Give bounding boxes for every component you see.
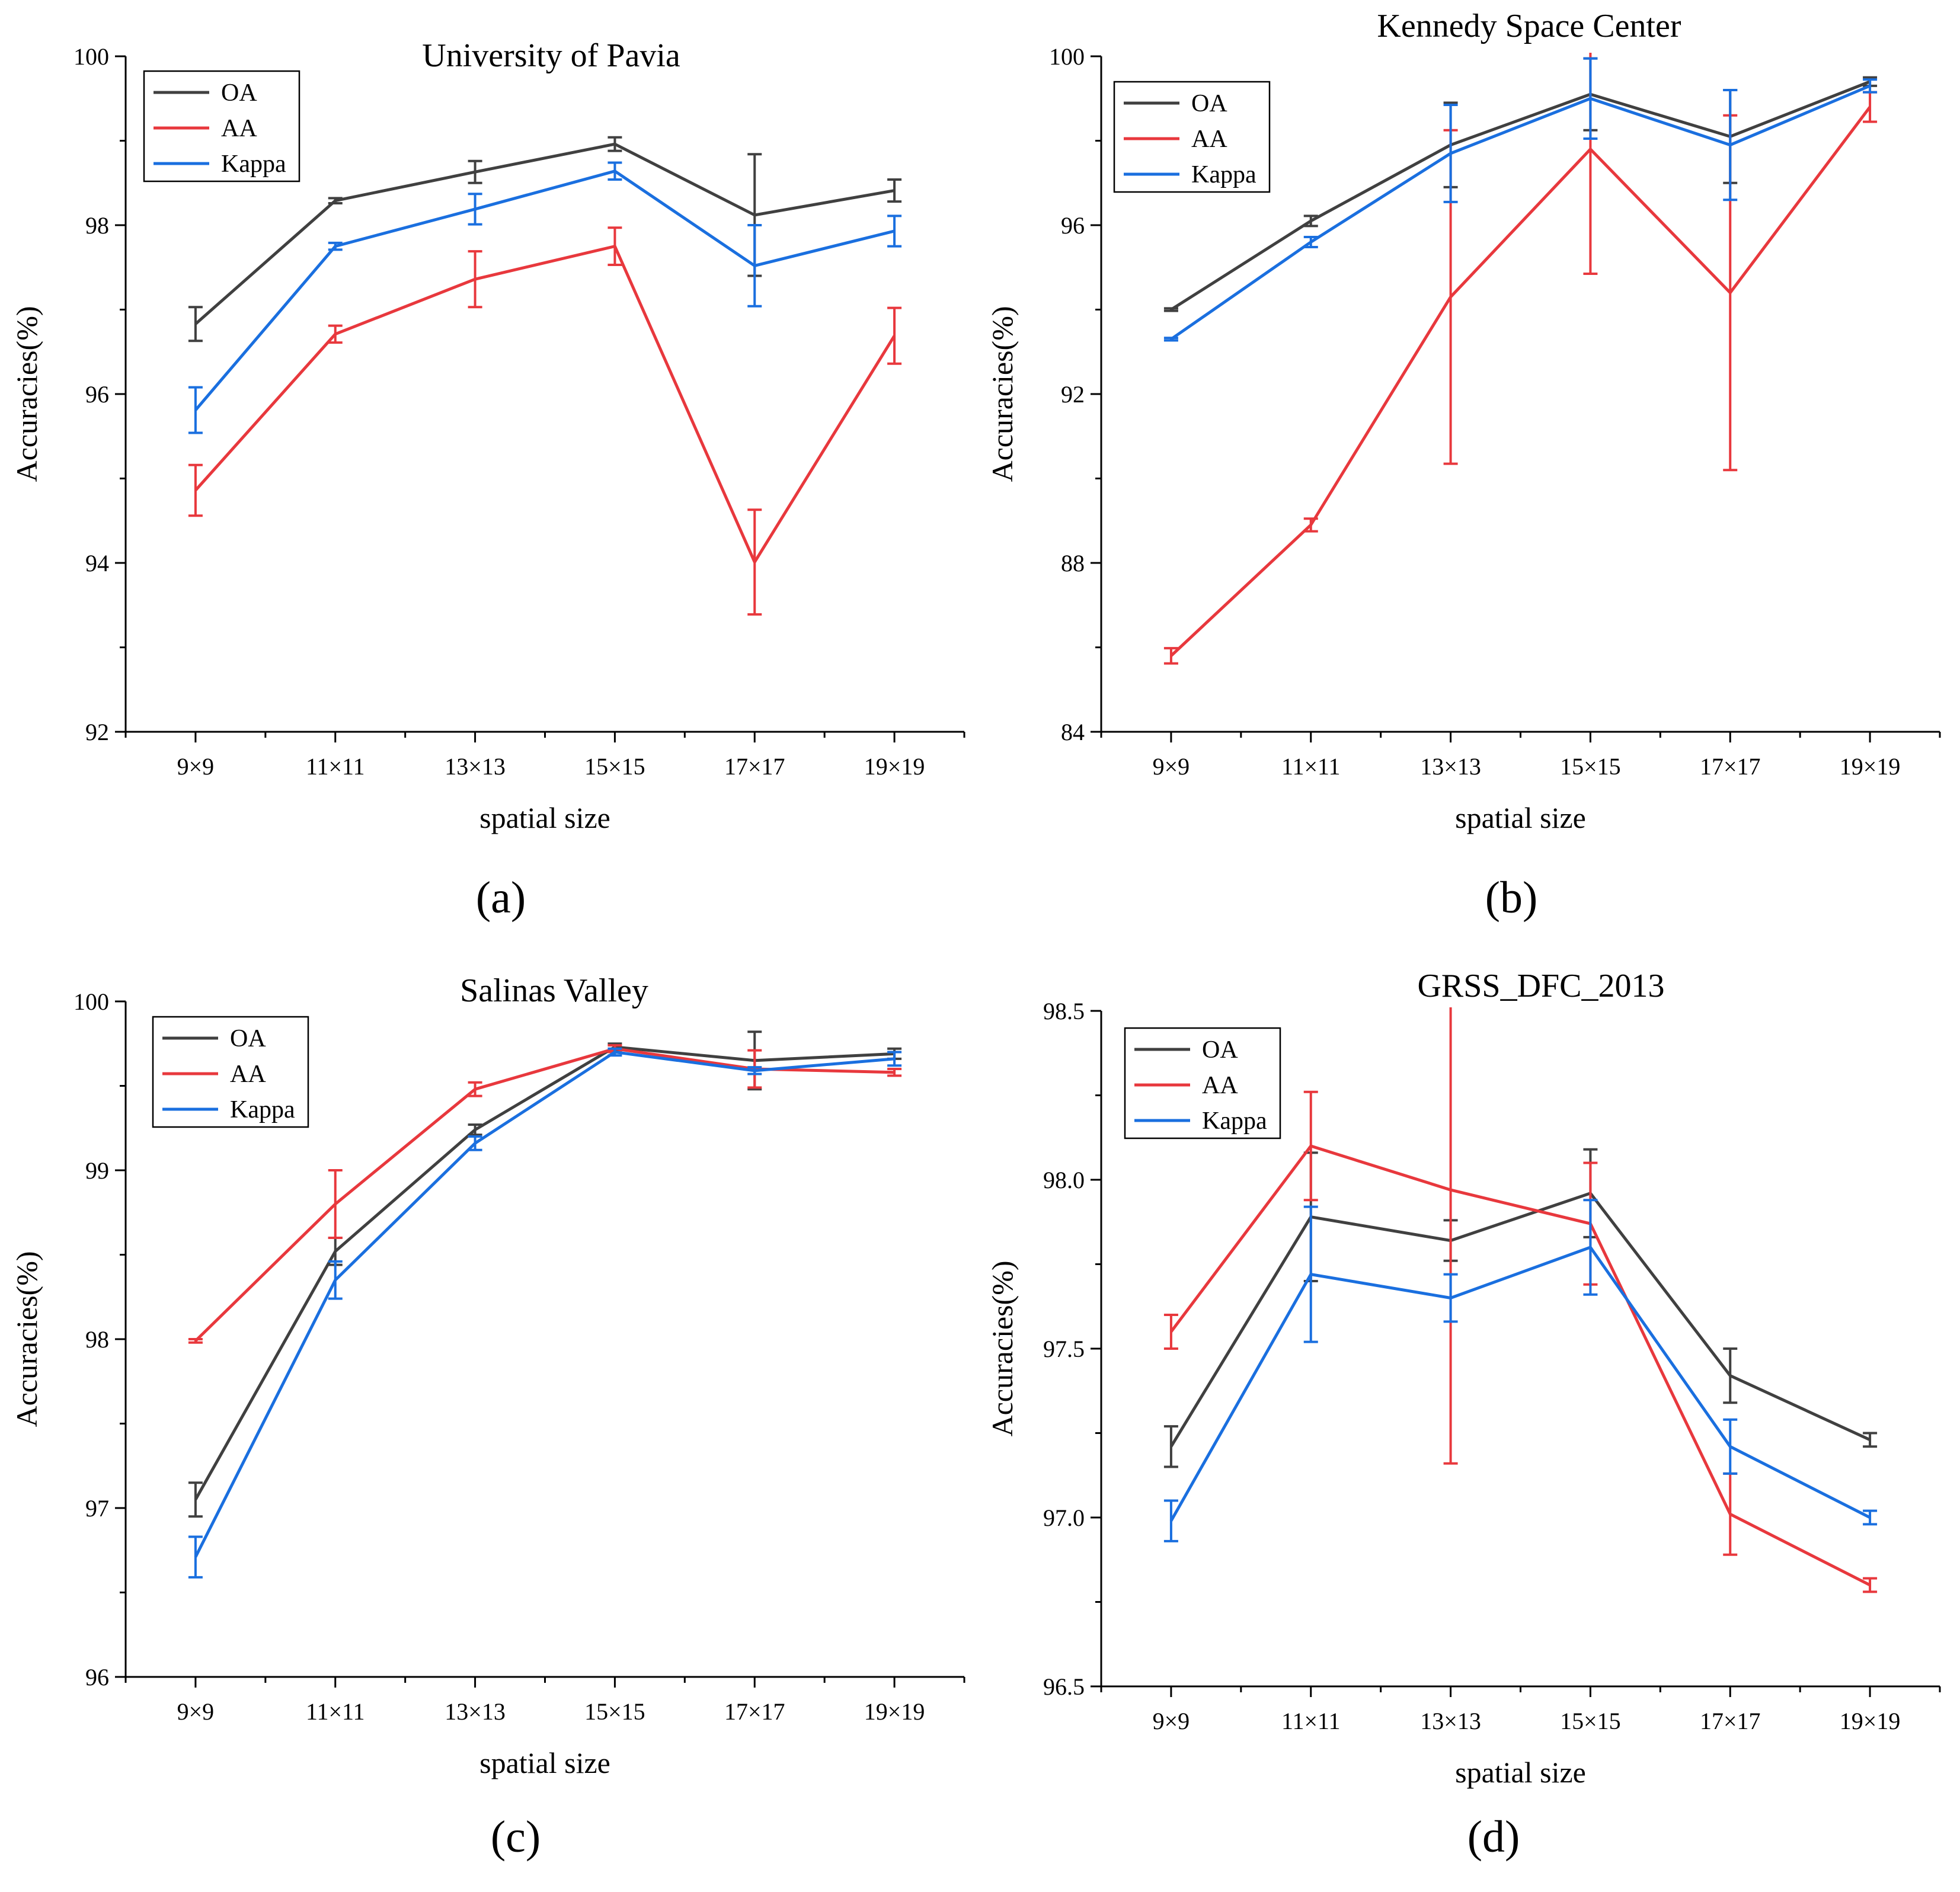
y-tick-label: 97.5 xyxy=(1043,1336,1085,1362)
x-tick-label: 11×11 xyxy=(1281,753,1341,780)
panel-caption: (c) xyxy=(491,1812,541,1862)
y-tick-label: 97.0 xyxy=(1043,1504,1085,1531)
y-tick-label: 92 xyxy=(1061,381,1085,408)
chart-panel-3: 96 97 98 99 100 9×9 11×11 13×13 15×15 17×17 19×19 s… xyxy=(10,972,965,1862)
x-tick-label: 13×13 xyxy=(445,753,506,780)
panel-caption: (b) xyxy=(1485,873,1538,923)
x-tick-label: 15×15 xyxy=(1560,1708,1621,1734)
legend: OA AA Kappa xyxy=(152,1016,309,1128)
y-tick-label: 98 xyxy=(85,1326,109,1353)
y-tick-label: 88 xyxy=(1061,550,1085,577)
x-tick-label: 17×17 xyxy=(1700,1708,1761,1734)
series-line-oa xyxy=(1170,80,1871,311)
y-tick-label: 96 xyxy=(1061,212,1085,239)
series-line-oa xyxy=(194,1045,895,1500)
y-tick-label: 97 xyxy=(85,1495,109,1522)
series-kappa xyxy=(188,161,902,434)
x-axis-label: spatial size xyxy=(1455,1756,1586,1789)
legend-label-oa: OA xyxy=(221,79,257,107)
legend-label-aa: AA xyxy=(230,1061,266,1088)
legend-label-kappa: Kappa xyxy=(1191,161,1256,188)
legend: OA AA Kappa xyxy=(1113,81,1271,193)
series-line-aa xyxy=(1169,1144,1871,1587)
x-tick-label: 9×9 xyxy=(177,753,215,780)
x-tick-label: 15×15 xyxy=(584,753,645,780)
y-tick-label: 94 xyxy=(85,550,109,577)
chart-title: GRSS_DFC_2013 xyxy=(1417,968,1664,1004)
chart-panel-1: 92 94 96 98 100 9×9 11×11 13×13 15×15 17×17 19×19 s… xyxy=(10,37,965,923)
series-line-oa xyxy=(1169,1192,1871,1448)
x-tick-label: 9×9 xyxy=(1153,1708,1190,1734)
x-axis-label: spatial size xyxy=(479,801,610,834)
panel-caption: (a) xyxy=(476,873,526,923)
x-tick-label: 19×19 xyxy=(864,1698,925,1725)
y-axis-label: Accuracies(%) xyxy=(10,306,43,482)
series-kappa xyxy=(1163,57,1878,342)
x-tick-label: 11×11 xyxy=(1281,1708,1341,1734)
y-tick-label: 98.0 xyxy=(1043,1167,1085,1193)
x-tick-label: 19×19 xyxy=(1840,1708,1901,1734)
x-tick-label: 9×9 xyxy=(177,1698,215,1725)
x-tick-label: 9×9 xyxy=(1153,753,1190,780)
legend-label-oa: OA xyxy=(1191,90,1227,117)
y-axis-label: Accuracies(%) xyxy=(986,1260,1019,1436)
chart-panel-4: 96.5 97.0 97.5 98.0 98.5 9×9 11×11 13×13 15×15 17… xyxy=(986,968,1941,1862)
x-tick-label: 15×15 xyxy=(584,1698,645,1725)
x-tick-label: 11×11 xyxy=(306,753,365,780)
series-oa xyxy=(1163,57,1878,312)
y-axis-label: Accuracies(%) xyxy=(10,1251,43,1427)
y-tick-label: 100 xyxy=(73,988,109,1015)
y-tick-label: 98 xyxy=(85,212,109,239)
x-axis-label: spatial size xyxy=(1455,801,1586,834)
series-kappa xyxy=(188,1047,902,1579)
y-tick-label: 96 xyxy=(85,381,109,408)
y-tick-label: 96 xyxy=(85,1664,109,1691)
series-line-kappa xyxy=(194,1051,895,1558)
series-line-aa xyxy=(1170,105,1872,657)
legend-label-oa: OA xyxy=(230,1025,266,1052)
x-axis-label: spatial size xyxy=(479,1746,610,1779)
x-tick-label: 13×13 xyxy=(445,1698,506,1725)
x-tick-label: 19×19 xyxy=(1840,753,1901,780)
chart-panel-2: 84 88 92 96 100 9×9 11×11 13×13 15×15 17×17 19×19 s… xyxy=(986,8,1941,923)
y-tick-label: 84 xyxy=(1061,719,1085,745)
y-tick-label: 92 xyxy=(85,719,109,745)
y-tick-label: 99 xyxy=(85,1157,109,1184)
legend-label-aa: AA xyxy=(1191,126,1227,153)
series-aa xyxy=(188,226,902,616)
panel-caption: (d) xyxy=(1467,1812,1520,1862)
legend: OA AA Kappa xyxy=(1124,1027,1281,1139)
legend-label-kappa: Kappa xyxy=(221,151,286,178)
series-line-kappa xyxy=(1169,1246,1871,1522)
x-tick-label: 11×11 xyxy=(306,1698,365,1725)
x-tick-label: 17×17 xyxy=(1700,753,1761,780)
chart-title: University of Pavia xyxy=(422,37,680,74)
legend-label-kappa: Kappa xyxy=(1202,1107,1267,1135)
x-tick-label: 17×17 xyxy=(724,753,785,780)
series-line-kappa xyxy=(1170,84,1871,341)
y-tick-label: 96.5 xyxy=(1043,1673,1085,1700)
series-line-oa xyxy=(194,142,895,325)
x-tick-label: 17×17 xyxy=(724,1698,785,1725)
series-aa xyxy=(1163,1007,1878,1593)
x-tick-label: 15×15 xyxy=(1560,753,1621,780)
x-tick-label: 13×13 xyxy=(1420,753,1481,780)
y-axis-label: Accuracies(%) xyxy=(986,306,1019,482)
series-line-kappa xyxy=(194,169,895,411)
chart-title: Kennedy Space Center xyxy=(1377,8,1681,44)
series-kappa xyxy=(1163,1199,1878,1542)
y-tick-label: 100 xyxy=(73,43,109,70)
y-tick-label: 100 xyxy=(1049,43,1085,70)
chart-title: Salinas Valley xyxy=(460,972,648,1009)
x-tick-label: 19×19 xyxy=(864,753,925,780)
y-tick-label: 98.5 xyxy=(1043,998,1085,1025)
x-tick-label: 13×13 xyxy=(1420,1708,1481,1734)
series-line-aa xyxy=(194,245,896,564)
legend-label-oa: OA xyxy=(1202,1036,1238,1064)
legend: OA AA Kappa xyxy=(143,70,300,183)
legend-label-aa: AA xyxy=(221,115,257,142)
legend-label-kappa: Kappa xyxy=(230,1096,295,1123)
legend-label-aa: AA xyxy=(1202,1072,1238,1099)
